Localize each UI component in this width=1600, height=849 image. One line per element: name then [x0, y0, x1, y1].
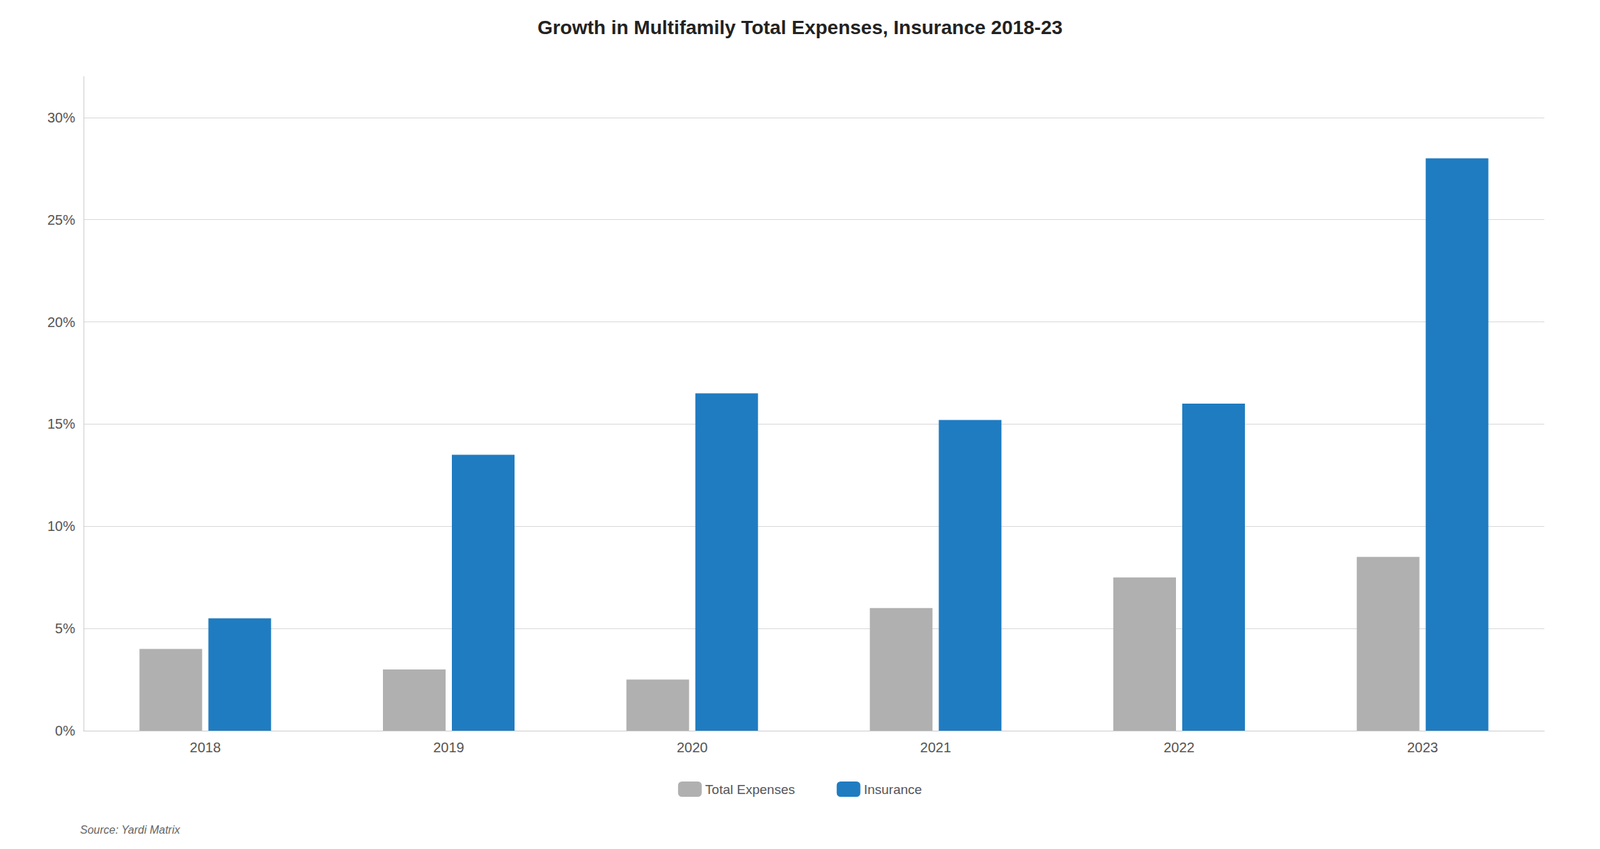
svg-text:Insurance: Insurance — [864, 782, 922, 798]
svg-text:30%: 30% — [47, 110, 76, 126]
svg-text:20%: 20% — [47, 314, 76, 331]
svg-text:15%: 15% — [47, 416, 76, 432]
svg-text:2023: 2023 — [1407, 740, 1439, 756]
svg-text:25%: 25% — [47, 212, 76, 228]
svg-text:Growth in Multifamily Total Ex: Growth in Multifamily Total Expenses, In… — [537, 16, 1063, 39]
svg-text:5%: 5% — [55, 621, 76, 637]
svg-text:10%: 10% — [47, 518, 76, 535]
svg-text:2020: 2020 — [676, 740, 709, 756]
svg-text:Total Expenses: Total Expenses — [705, 782, 796, 798]
svg-text:2021: 2021 — [920, 740, 952, 756]
svg-text:2018: 2018 — [190, 740, 222, 756]
svg-text:2019: 2019 — [433, 740, 465, 756]
svg-text:Source: Yardi Matrix: Source: Yardi Matrix — [80, 824, 181, 837]
svg-text:2022: 2022 — [1163, 740, 1195, 756]
svg-text:0%: 0% — [55, 723, 76, 739]
